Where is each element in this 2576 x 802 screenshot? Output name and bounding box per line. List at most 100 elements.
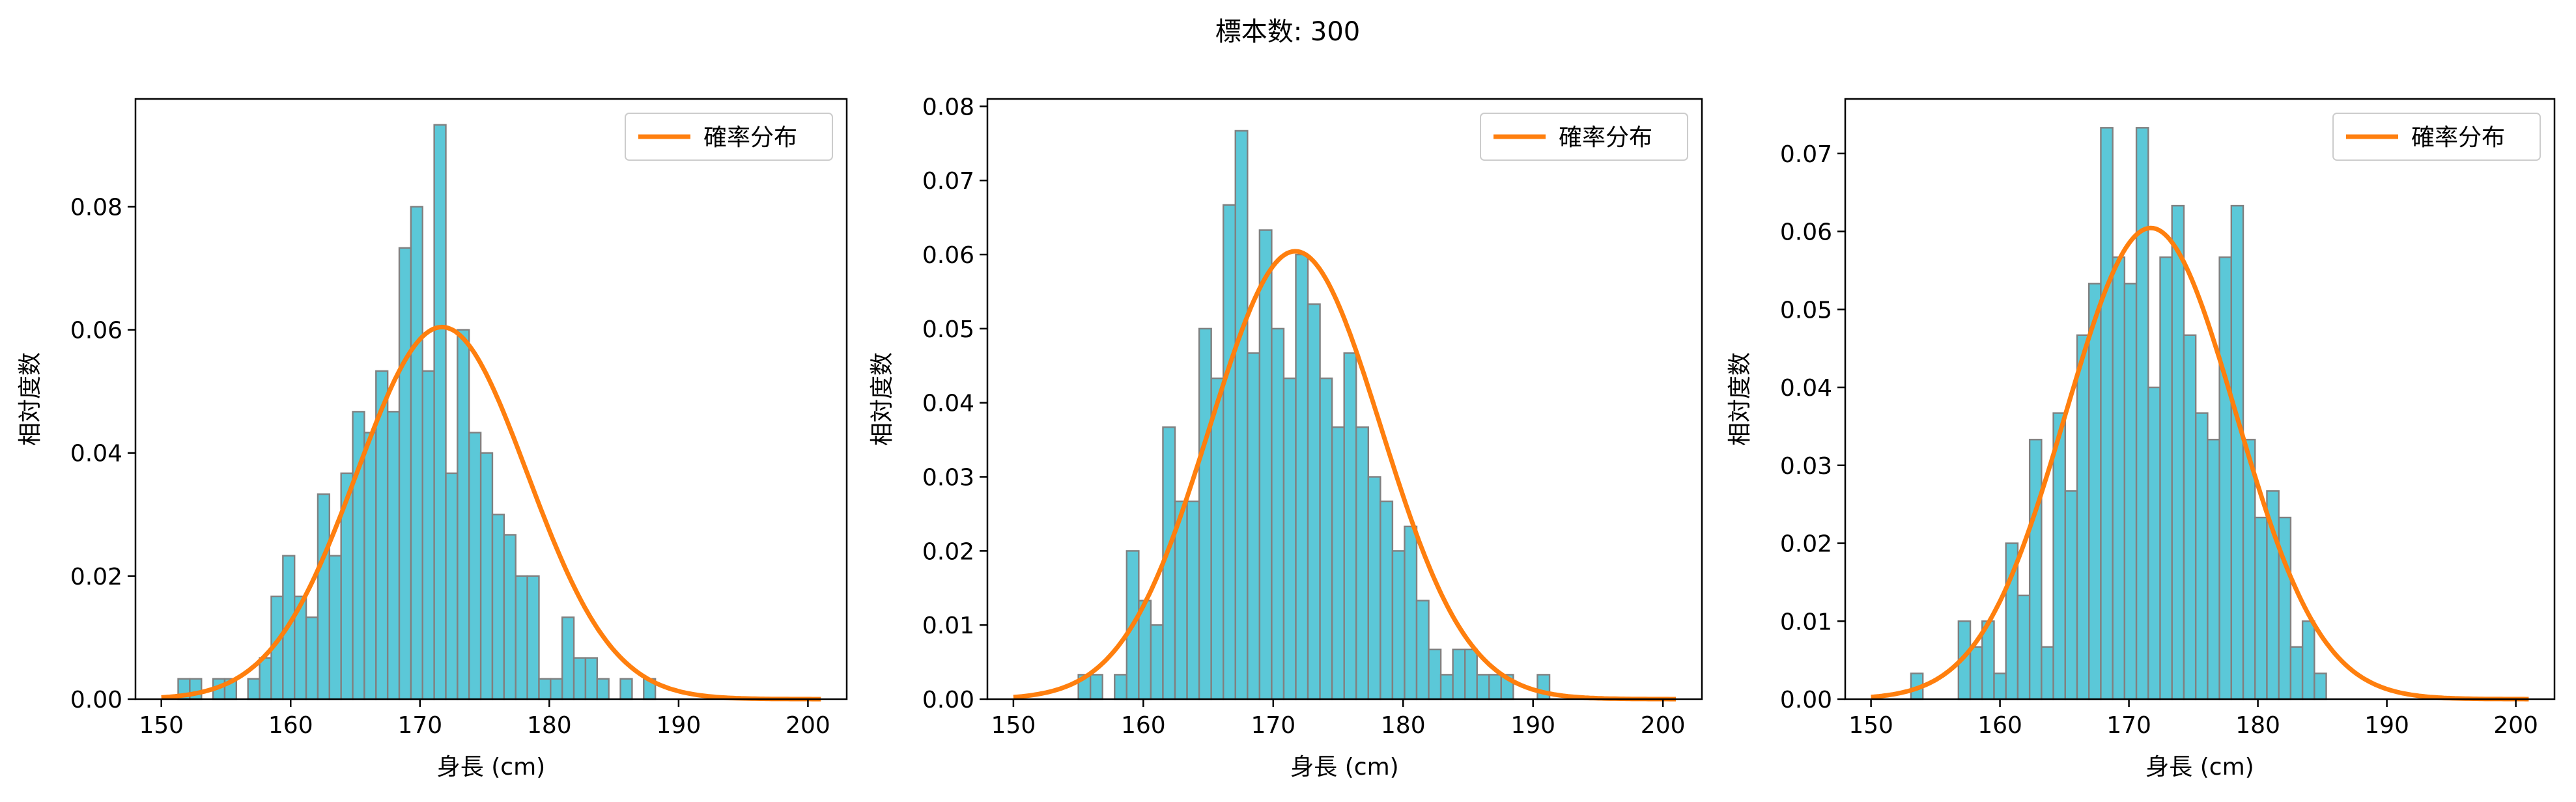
histogram-bar xyxy=(584,657,599,700)
legend-label: 確率分布 xyxy=(1559,124,1652,151)
histogram-bar xyxy=(2028,439,2043,700)
histogram-bar xyxy=(259,657,272,700)
y-tick-label: 0.03 xyxy=(922,465,974,491)
histogram-bar xyxy=(1993,672,2007,700)
histogram-bar xyxy=(1198,327,1212,700)
histogram-bar xyxy=(491,514,505,700)
histogram-bar xyxy=(2076,334,2090,700)
histogram-bar xyxy=(457,329,470,700)
histogram-bar xyxy=(2242,439,2256,700)
histogram-bar xyxy=(2123,283,2138,700)
histogram-bar xyxy=(2254,516,2268,700)
histogram-bar xyxy=(1391,550,1406,700)
histogram-bar xyxy=(1380,500,1394,700)
histogram-bar xyxy=(2230,204,2244,700)
histogram-bar xyxy=(1464,648,1478,700)
histogram-bar xyxy=(2301,620,2315,700)
legend-box xyxy=(1480,113,1688,161)
x-tick-label: 170 xyxy=(397,712,442,739)
histogram-bar xyxy=(550,678,563,700)
histogram-bar xyxy=(433,124,447,700)
histogram-bar xyxy=(2147,386,2161,700)
histogram-bar xyxy=(2135,127,2149,700)
histogram-bar xyxy=(479,452,494,700)
histogram-bar xyxy=(1476,674,1490,700)
x-axis-label: 身長 (cm) xyxy=(2145,754,2254,781)
histogram-bar xyxy=(2100,127,2114,700)
histogram-bar xyxy=(1210,377,1224,700)
x-axis-label: 身長 (cm) xyxy=(437,754,545,781)
y-tick-label: 0.07 xyxy=(922,168,974,195)
y-tick-label: 0.04 xyxy=(70,441,122,467)
histogram-bar xyxy=(2064,490,2078,700)
y-tick-label: 0.01 xyxy=(922,613,974,639)
histogram-bar xyxy=(2183,334,2197,700)
pdf-curve xyxy=(161,324,821,702)
plot-frame xyxy=(134,98,848,700)
histogram-bar xyxy=(1439,674,1454,700)
histogram-bar xyxy=(1223,204,1236,700)
histogram-bar xyxy=(503,534,517,700)
histogram-bar xyxy=(1404,525,1418,700)
x-tick-label: 180 xyxy=(1381,712,1426,739)
x-tick-label: 160 xyxy=(268,712,313,739)
histogram-bar xyxy=(1452,648,1466,700)
x-tick-label: 170 xyxy=(2106,712,2151,739)
histogram-bar xyxy=(468,432,482,700)
x-tick-label: 180 xyxy=(2235,712,2280,739)
histogram-bar xyxy=(410,206,423,700)
histogram-bar xyxy=(386,411,401,700)
y-tick-label: 0.00 xyxy=(70,687,122,713)
legend-box xyxy=(2332,113,2541,161)
histogram-bar xyxy=(1258,229,1273,700)
y-tick-label: 0.06 xyxy=(1780,219,1832,246)
histogram-bar xyxy=(305,616,319,700)
y-axis-label: 相対度数 xyxy=(17,352,44,446)
x-axis-label: 身長 (cm) xyxy=(1290,754,1398,781)
histogram-bar xyxy=(1295,253,1309,700)
x-tick-label: 190 xyxy=(2364,712,2409,739)
histogram-bar xyxy=(1271,327,1285,700)
histogram-bar xyxy=(247,678,261,700)
legend-label: 確率分布 xyxy=(703,124,797,151)
x-tick-label: 190 xyxy=(657,712,701,739)
plot-frame xyxy=(986,98,1703,700)
histogram-bar xyxy=(1307,303,1321,700)
histogram-bar xyxy=(2112,256,2126,700)
histogram-bar xyxy=(2207,439,2220,700)
histogram-bar xyxy=(1969,646,1983,700)
x-tick-label: 150 xyxy=(139,712,184,739)
histogram-bar xyxy=(1428,648,1442,700)
histogram-bar xyxy=(561,616,575,700)
histogram-bar xyxy=(2218,256,2233,700)
histogram-bar xyxy=(2171,204,2185,700)
histogram-bar xyxy=(1186,500,1200,700)
histogram-bar xyxy=(2159,256,2173,700)
pdf-curve xyxy=(1871,225,2529,702)
x-tick-label: 190 xyxy=(1510,712,1555,739)
histogram-bar xyxy=(1355,426,1370,700)
histogram-bar xyxy=(445,472,459,700)
x-tick-label: 170 xyxy=(1251,712,1295,739)
y-tick-label: 0.08 xyxy=(70,194,122,221)
histogram-bar xyxy=(1415,600,1430,700)
y-tick-label: 0.05 xyxy=(1780,297,1832,324)
histogram-bar xyxy=(1343,352,1357,700)
y-tick-label: 0.00 xyxy=(922,687,974,713)
histogram-bar xyxy=(619,678,633,700)
histogram-panel-3: 150 160 170 180 190 200 0.00 0.01 0.02 0.03 0.04 0.… xyxy=(1727,98,2556,781)
y-tick-label: 0.04 xyxy=(922,391,974,417)
histogram-bar xyxy=(2289,646,2304,700)
histogram-bar xyxy=(526,575,540,700)
histogram-bar xyxy=(2088,283,2102,700)
legend-label: 確率分布 xyxy=(2411,124,2505,151)
y-tick-label: 0.04 xyxy=(1780,375,1832,402)
histogram-bar xyxy=(515,575,528,700)
y-tick-label: 0.07 xyxy=(1780,141,1832,168)
histogram-bar xyxy=(1331,426,1345,700)
histogram-panel-1: 150 160 170 180 190 200 0.00 0.02 0.04 0.06 0.08 身長… xyxy=(17,98,848,781)
pdf-curve xyxy=(1013,249,1677,702)
histogram-bar xyxy=(2041,646,2054,700)
x-tick-label: 150 xyxy=(991,712,1036,739)
